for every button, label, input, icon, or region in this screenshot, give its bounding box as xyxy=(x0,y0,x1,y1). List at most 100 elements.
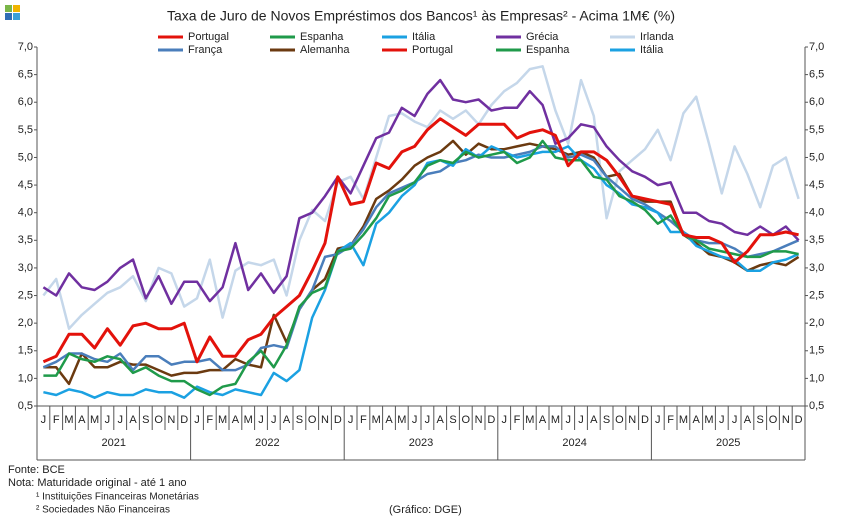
year-label: 2022 xyxy=(255,437,279,449)
x-tick-label: J xyxy=(655,414,661,426)
y2-tick-label: 5,0 xyxy=(809,151,824,163)
x-tick-label: O xyxy=(308,414,317,426)
x-tick-label: N xyxy=(628,414,636,426)
x-tick-label: M xyxy=(551,414,560,426)
x-tick-label: A xyxy=(693,414,701,426)
legend-label: Portugal xyxy=(412,44,453,56)
y-tick-label: 2,5 xyxy=(18,289,33,301)
x-tick-label: J xyxy=(271,414,277,426)
y-tick-label: 5,5 xyxy=(18,124,33,136)
x-tick-label: M xyxy=(64,414,73,426)
x-tick-label: A xyxy=(232,414,240,426)
x-tick-label: M xyxy=(218,414,227,426)
x-tick-label: D xyxy=(487,414,495,426)
y-tick-label: 6,0 xyxy=(18,96,33,108)
series-line xyxy=(42,117,799,364)
x-tick-label: F xyxy=(514,414,521,426)
year-label: 2025 xyxy=(716,437,740,449)
x-tick-label: O xyxy=(462,414,471,426)
x-tick-label: S xyxy=(757,414,764,426)
x-tick-label: A xyxy=(283,414,291,426)
legend-label: Espanha xyxy=(526,44,570,56)
x-tick-label: M xyxy=(525,414,534,426)
x-tick-label: J xyxy=(412,414,418,426)
x-tick-label: M xyxy=(90,414,99,426)
series-line xyxy=(43,139,799,397)
x-tick-label: O xyxy=(769,414,778,426)
x-tick-label: J xyxy=(194,414,200,426)
y-tick-label: 6,5 xyxy=(18,69,33,81)
footnote: Nota: Maturidade original - até 1 ano xyxy=(8,477,187,489)
x-tick-label: O xyxy=(154,414,163,426)
y2-tick-label: 4,5 xyxy=(809,179,824,191)
logo xyxy=(5,13,12,20)
x-tick-label: A xyxy=(129,414,137,426)
legend-label: Espanha xyxy=(300,31,344,43)
x-tick-label: J xyxy=(425,414,431,426)
x-tick-label: O xyxy=(615,414,624,426)
x-tick-label: J xyxy=(348,414,354,426)
y2-tick-label: 1,5 xyxy=(809,345,824,357)
x-tick-label: J xyxy=(719,414,725,426)
legend-label: Irlanda xyxy=(640,31,675,43)
x-tick-label: J xyxy=(41,414,47,426)
x-tick-label: A xyxy=(744,414,752,426)
x-tick-label: F xyxy=(360,414,367,426)
y-tick-label: 0,5 xyxy=(18,400,33,412)
x-tick-label: D xyxy=(641,414,649,426)
x-tick-label: S xyxy=(142,414,149,426)
y-tick-label: 3,0 xyxy=(18,262,33,274)
x-tick-label: M xyxy=(704,414,713,426)
x-tick-label: J xyxy=(117,414,123,426)
x-tick-label: D xyxy=(180,414,188,426)
x-tick-label: D xyxy=(795,414,803,426)
footnote: Fonte: BCE xyxy=(8,464,65,476)
x-tick-label: A xyxy=(590,414,598,426)
y-tick-label: 5,0 xyxy=(18,151,33,163)
y-tick-label: 1,0 xyxy=(18,372,33,384)
x-tick-label: N xyxy=(321,414,329,426)
y2-tick-label: 5,5 xyxy=(809,124,824,136)
x-tick-label: S xyxy=(449,414,456,426)
y2-tick-label: 2,0 xyxy=(809,317,824,329)
x-tick-label: N xyxy=(167,414,175,426)
x-tick-label: A xyxy=(437,414,445,426)
x-tick-label: M xyxy=(244,414,253,426)
y2-tick-label: 3,0 xyxy=(809,262,824,274)
legend-label: Grécia xyxy=(526,31,559,43)
y2-tick-label: 2,5 xyxy=(809,289,824,301)
y2-tick-label: 7,0 xyxy=(809,41,824,53)
y2-tick-label: 6,0 xyxy=(809,96,824,108)
x-tick-label: M xyxy=(397,414,406,426)
x-tick-label: A xyxy=(78,414,86,426)
legend-label: Itália xyxy=(412,31,436,43)
logo xyxy=(13,5,20,12)
year-label: 2023 xyxy=(409,437,433,449)
x-tick-label: J xyxy=(732,414,738,426)
logo xyxy=(5,5,12,12)
legend-label: Itália xyxy=(640,44,664,56)
legend-label: Portugal xyxy=(188,31,229,43)
x-tick-label: J xyxy=(105,414,111,426)
year-label: 2021 xyxy=(102,437,126,449)
x-tick-label: J xyxy=(565,414,571,426)
y-tick-label: 2,0 xyxy=(18,317,33,329)
chart-title: Taxa de Juro de Novos Empréstimos dos Ba… xyxy=(167,8,675,24)
y-tick-label: 1,5 xyxy=(18,345,33,357)
x-tick-label: J xyxy=(258,414,264,426)
y-tick-label: 7,0 xyxy=(18,41,33,53)
y-tick-label: 3,5 xyxy=(18,234,33,246)
y2-tick-label: 6,5 xyxy=(809,69,824,81)
x-tick-label: M xyxy=(372,414,381,426)
x-tick-label: D xyxy=(334,414,342,426)
x-tick-label: A xyxy=(539,414,547,426)
x-tick-label: N xyxy=(782,414,790,426)
x-tick-label: S xyxy=(296,414,303,426)
x-tick-label: J xyxy=(578,414,584,426)
x-tick-label: J xyxy=(501,414,507,426)
y-tick-label: 4,0 xyxy=(18,207,33,219)
y-tick-label: 4,5 xyxy=(18,179,33,191)
y2-tick-label: 0,5 xyxy=(809,400,824,412)
x-tick-label: S xyxy=(603,414,610,426)
